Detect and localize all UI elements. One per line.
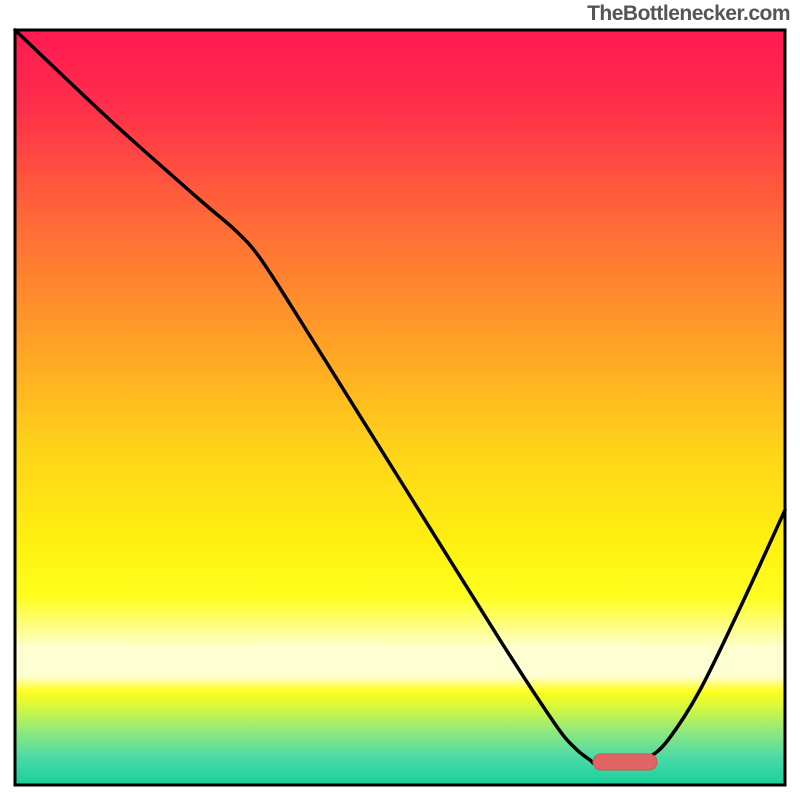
chart-svg	[0, 0, 800, 800]
chart-container: TheBottlenecker.com	[0, 0, 800, 800]
optimum-marker	[593, 754, 657, 770]
attribution-text: TheBottlenecker.com	[587, 2, 790, 26]
plot-background	[15, 30, 785, 785]
